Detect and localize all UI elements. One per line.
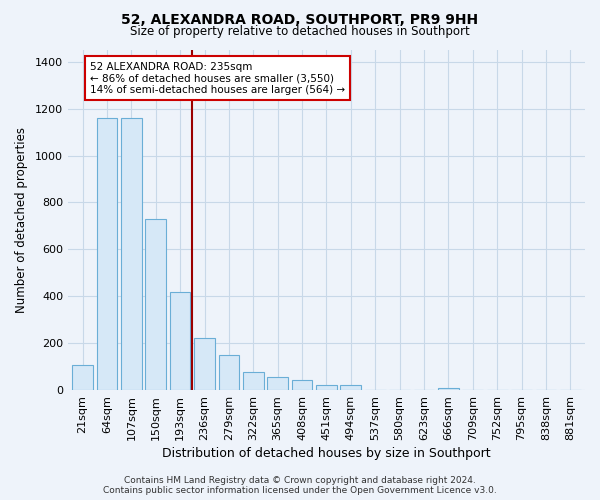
Bar <box>316 386 337 390</box>
Bar <box>268 377 288 390</box>
Bar <box>170 292 190 390</box>
Bar <box>72 365 93 390</box>
Bar <box>145 219 166 390</box>
Text: Size of property relative to detached houses in Southport: Size of property relative to detached ho… <box>130 25 470 38</box>
Bar <box>97 118 118 390</box>
Bar <box>340 386 361 390</box>
Text: Contains HM Land Registry data © Crown copyright and database right 2024.
Contai: Contains HM Land Registry data © Crown c… <box>103 476 497 495</box>
Bar <box>194 338 215 390</box>
Bar <box>121 118 142 390</box>
Y-axis label: Number of detached properties: Number of detached properties <box>15 127 28 313</box>
X-axis label: Distribution of detached houses by size in Southport: Distribution of detached houses by size … <box>162 447 491 460</box>
Bar <box>243 372 263 390</box>
Bar <box>438 388 459 390</box>
Bar <box>218 355 239 390</box>
Bar <box>292 380 313 390</box>
Text: 52, ALEXANDRA ROAD, SOUTHPORT, PR9 9HH: 52, ALEXANDRA ROAD, SOUTHPORT, PR9 9HH <box>121 12 479 26</box>
Text: 52 ALEXANDRA ROAD: 235sqm
← 86% of detached houses are smaller (3,550)
14% of se: 52 ALEXANDRA ROAD: 235sqm ← 86% of detac… <box>90 62 345 94</box>
